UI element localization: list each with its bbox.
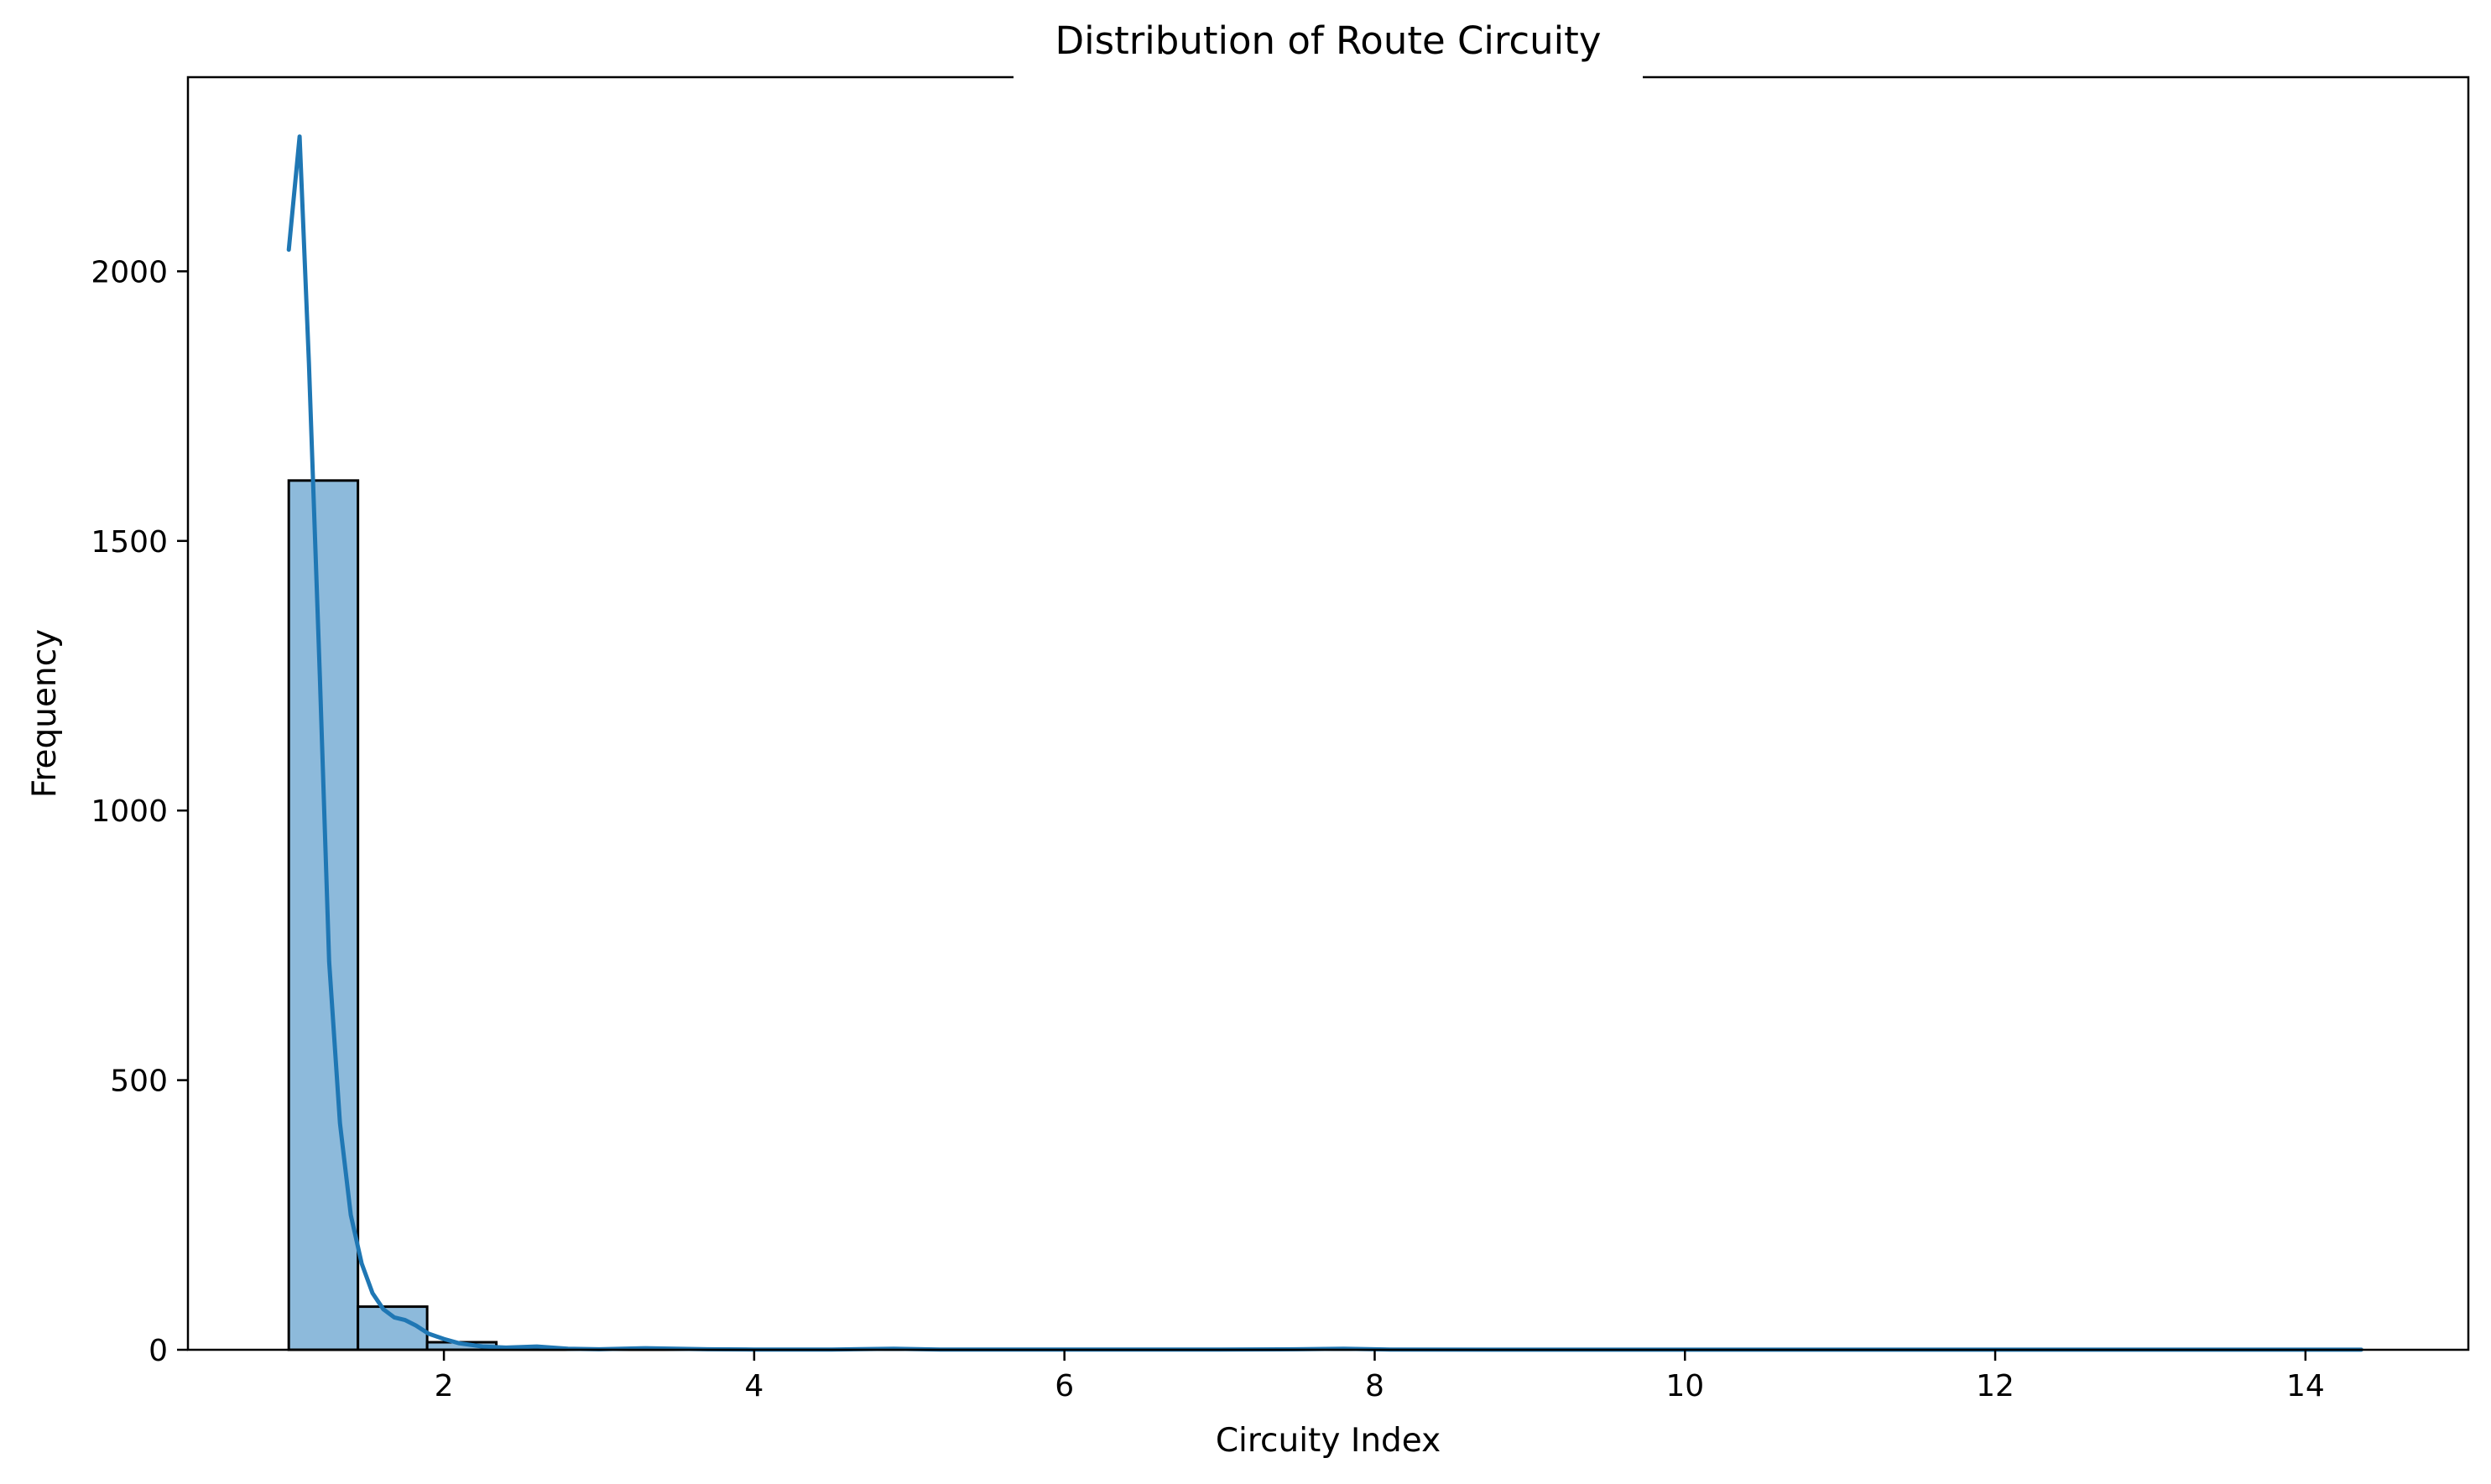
y-tick-label: 2000 [91,255,168,289]
x-axis-label: Circuity Index [1216,1422,1441,1460]
y-axis-ticks: 0 500 1000 1500 2000 [91,255,188,1368]
y-tick-label: 1500 [91,525,168,560]
x-tick-label: 8 [1365,1369,1384,1403]
chart-title: Distribution of Route Circuity [1055,18,1602,63]
x-tick-label: 4 [744,1369,763,1403]
y-tick-label: 500 [110,1065,168,1099]
x-tick-label: 10 [1665,1369,1704,1403]
x-tick-label: 6 [1055,1369,1074,1403]
x-tick-label: 2 [435,1369,454,1403]
y-tick-label: 0 [149,1334,168,1368]
x-tick-label: 12 [1976,1369,2014,1403]
y-axis-label: Frequency [26,629,64,798]
chart-title-background [1014,67,1643,81]
histogram-bar [287,479,360,1351]
y-tick-label: 1000 [91,794,168,829]
x-axis-ticks: 2 4 6 8 10 12 14 [435,1350,2325,1403]
x-tick-label: 14 [2286,1369,2325,1403]
